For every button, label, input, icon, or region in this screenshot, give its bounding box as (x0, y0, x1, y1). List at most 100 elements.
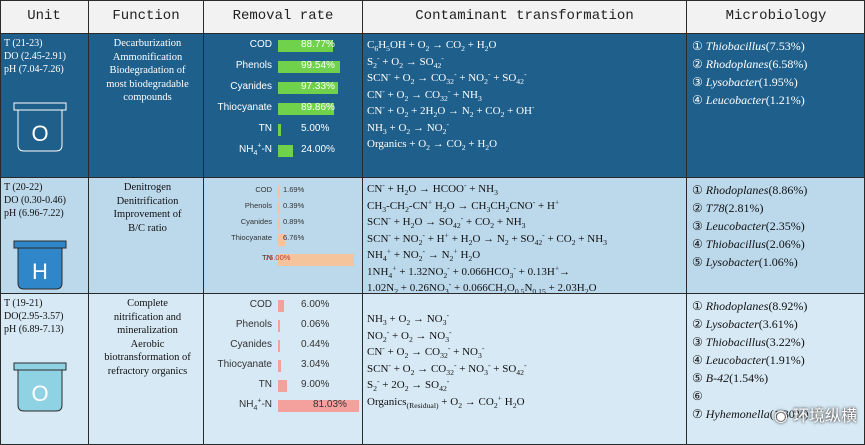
condition-line: T (19-21) (4, 298, 43, 309)
microbe-item: ④ Thiobacillus(2.06%) (692, 235, 862, 253)
microbe-item: ③ Thiobacillus(3.22%) (692, 333, 862, 351)
microbe-genus: Thiobacillus (705, 39, 766, 53)
removal-label: Cyanides (230, 81, 272, 92)
reaction-equation: CN- + O2 → CO32- + NO3- (367, 344, 485, 361)
removal-bar (278, 82, 339, 94)
microbe-item: ① Thiobacillus(7.53%) (692, 37, 862, 55)
reaction-equation: NH3 + O2 → NO3- (367, 311, 450, 328)
condition-line: T (21-23) (4, 38, 43, 49)
row-anoxic (0, 177, 865, 293)
function-text: Denitrogen Denitrification Improvement of B… (92, 181, 203, 235)
microbe-genus: Leucobacter (705, 353, 766, 367)
microbe-item: ③ Leucobacter(2.35%) (692, 217, 862, 235)
reaction-equation: Organics + O2 → CO2 + H2O (367, 138, 498, 153)
tank-icon: O (12, 101, 68, 158)
removal-row: Thiocyanate 6.76% (205, 233, 360, 247)
microbe-genus: Leucobacter (705, 219, 766, 233)
reaction-equation: S2- + O2 → SO42- (367, 53, 444, 70)
microbe-percentage: (1.21%) (765, 93, 805, 107)
microbe-number: ④ (692, 93, 703, 107)
microbe-item: ① Rhodoplanes(8.86%) (692, 181, 862, 199)
reaction-equation: CH3-CH2-CN+ H2O → CH3CH2CNO- + H+ (367, 197, 560, 214)
unit-letter: O (31, 121, 48, 146)
removal-label: COD (249, 299, 272, 310)
row-aerobic-2 (0, 293, 865, 445)
microbe-list: ① Thiobacillus(7.53%) ② Rhodoplanes(6.58%… (692, 37, 862, 109)
microbe-genus: Rhodoplanes (705, 183, 769, 197)
removal-row: Cyanides 0.44% (205, 339, 360, 353)
removal-row: NH4+-N 24.00% (205, 143, 360, 158)
removal-bar (278, 380, 287, 392)
microbe-number: ③ (692, 219, 703, 233)
reaction-equation: NH3 + O2 → NO2- (367, 119, 450, 136)
removal-value: 1.69% (283, 185, 305, 194)
microbe-list: ① Rhodoplanes(8.92%) ② Lysobacter(3.61%) ③… (692, 297, 862, 423)
removal-row: TN 9.00% (205, 379, 360, 393)
microbe-list: ① Rhodoplanes(8.86%) ② T78(2.81%) ③ Leucob… (692, 181, 862, 271)
reaction-equation: SCN- + H2O → SO42- + CO2 + NH3 (367, 214, 526, 231)
function-line: Aerobic (130, 338, 165, 350)
removal-bar (278, 103, 334, 115)
removal-label: TN (262, 253, 272, 262)
microbe-item: ⑦ Hyhemonella(1.30%) (692, 405, 862, 423)
removal-bar (278, 40, 334, 52)
removal-bar (278, 218, 280, 230)
reaction-equation: NO2- + O2 → NO3- (367, 327, 452, 344)
microbe-item: ④ Leucobacter(1.91%) (692, 351, 862, 369)
microbe-genus: B-42 (705, 371, 730, 385)
microbe-item: ④ Leucobacter(1.21%) (692, 91, 862, 109)
function-line: refractory organics (107, 365, 188, 377)
function-text: Decarburization Ammonification Biodegradat… (92, 37, 203, 105)
removal-label: TN (258, 379, 272, 390)
microbe-number: ⑤ (692, 371, 703, 385)
reaction-equation: 1.02N2 + 0.26NO3- + 0.066CH2O0.5N0.15 + … (367, 280, 597, 297)
microbe-genus: Lysobacter (705, 255, 759, 269)
removal-row: Phenols 99.54% (205, 60, 360, 74)
removal-label: TN (258, 123, 272, 134)
removal-label: Cyanides (240, 217, 272, 226)
function-line: Biodegradation of (109, 65, 186, 76)
microbe-percentage: (1.54%) (729, 371, 769, 385)
microbe-number: ③ (692, 335, 703, 349)
removal-label: COD (249, 39, 272, 50)
transformation-list: CN- + H2O → HCOO- + NH3 CH3-CH2-CN+ H2O →… (367, 181, 683, 297)
removal-row: COD 88.77% (205, 39, 360, 53)
function-line: biotransformation of (104, 352, 191, 363)
microbe-number: ① (692, 299, 703, 313)
reaction-equation: CN- + O2 + 2H2O → N2 + CO2 + OH- (367, 103, 535, 120)
microbe-percentage: (6.58%) (768, 57, 808, 71)
microbe-percentage: (1.91%) (765, 353, 805, 367)
table-header: Unit Function Removal rate Contaminant t… (0, 0, 865, 33)
removal-value: 6.76% (283, 233, 305, 242)
unit-letter: O (31, 381, 48, 406)
removal-label: COD (255, 185, 272, 194)
removal-row: TN 5.00% (205, 123, 360, 137)
microbe-genus: Lysobacter (705, 317, 759, 331)
removal-label: Cyanides (230, 339, 272, 350)
removal-row: COD 1.69% (205, 185, 360, 199)
removal-bar (278, 320, 280, 332)
function-line: B/C ratio (128, 222, 167, 234)
reaction-equation: C6H5OH + O2 → CO2 + H2O (367, 39, 497, 54)
function-line: Decarburization (113, 38, 182, 49)
removal-value: 9.00% (301, 379, 330, 390)
removal-bar (278, 61, 340, 73)
removal-label: Thiocyanate (217, 102, 272, 113)
removal-bar (278, 202, 280, 214)
reaction-equation: SCN- + NO2- + H+ + H2O → N2 + SO42- + CO… (367, 230, 607, 247)
microbe-percentage: (8.92%) (768, 299, 808, 313)
condition-line: DO (2.45-2.91) (4, 51, 66, 62)
removal-value: 0.06% (301, 319, 330, 330)
microbe-genus: Rhodoplanes (705, 57, 769, 71)
microbe-number: ⑥ (692, 389, 703, 403)
row-aerobic-1 (0, 33, 865, 177)
microbe-percentage: (8.86%) (768, 183, 808, 197)
removal-value: 99.54% (301, 60, 335, 71)
removal-bar (278, 254, 354, 266)
microbe-number: ④ (692, 353, 703, 367)
function-line: most biodegradable (106, 78, 189, 90)
removal-row: Cyanides 0.89% (205, 217, 360, 231)
removal-value: 97.33% (301, 81, 335, 92)
removal-value: 88.77% (301, 39, 335, 50)
